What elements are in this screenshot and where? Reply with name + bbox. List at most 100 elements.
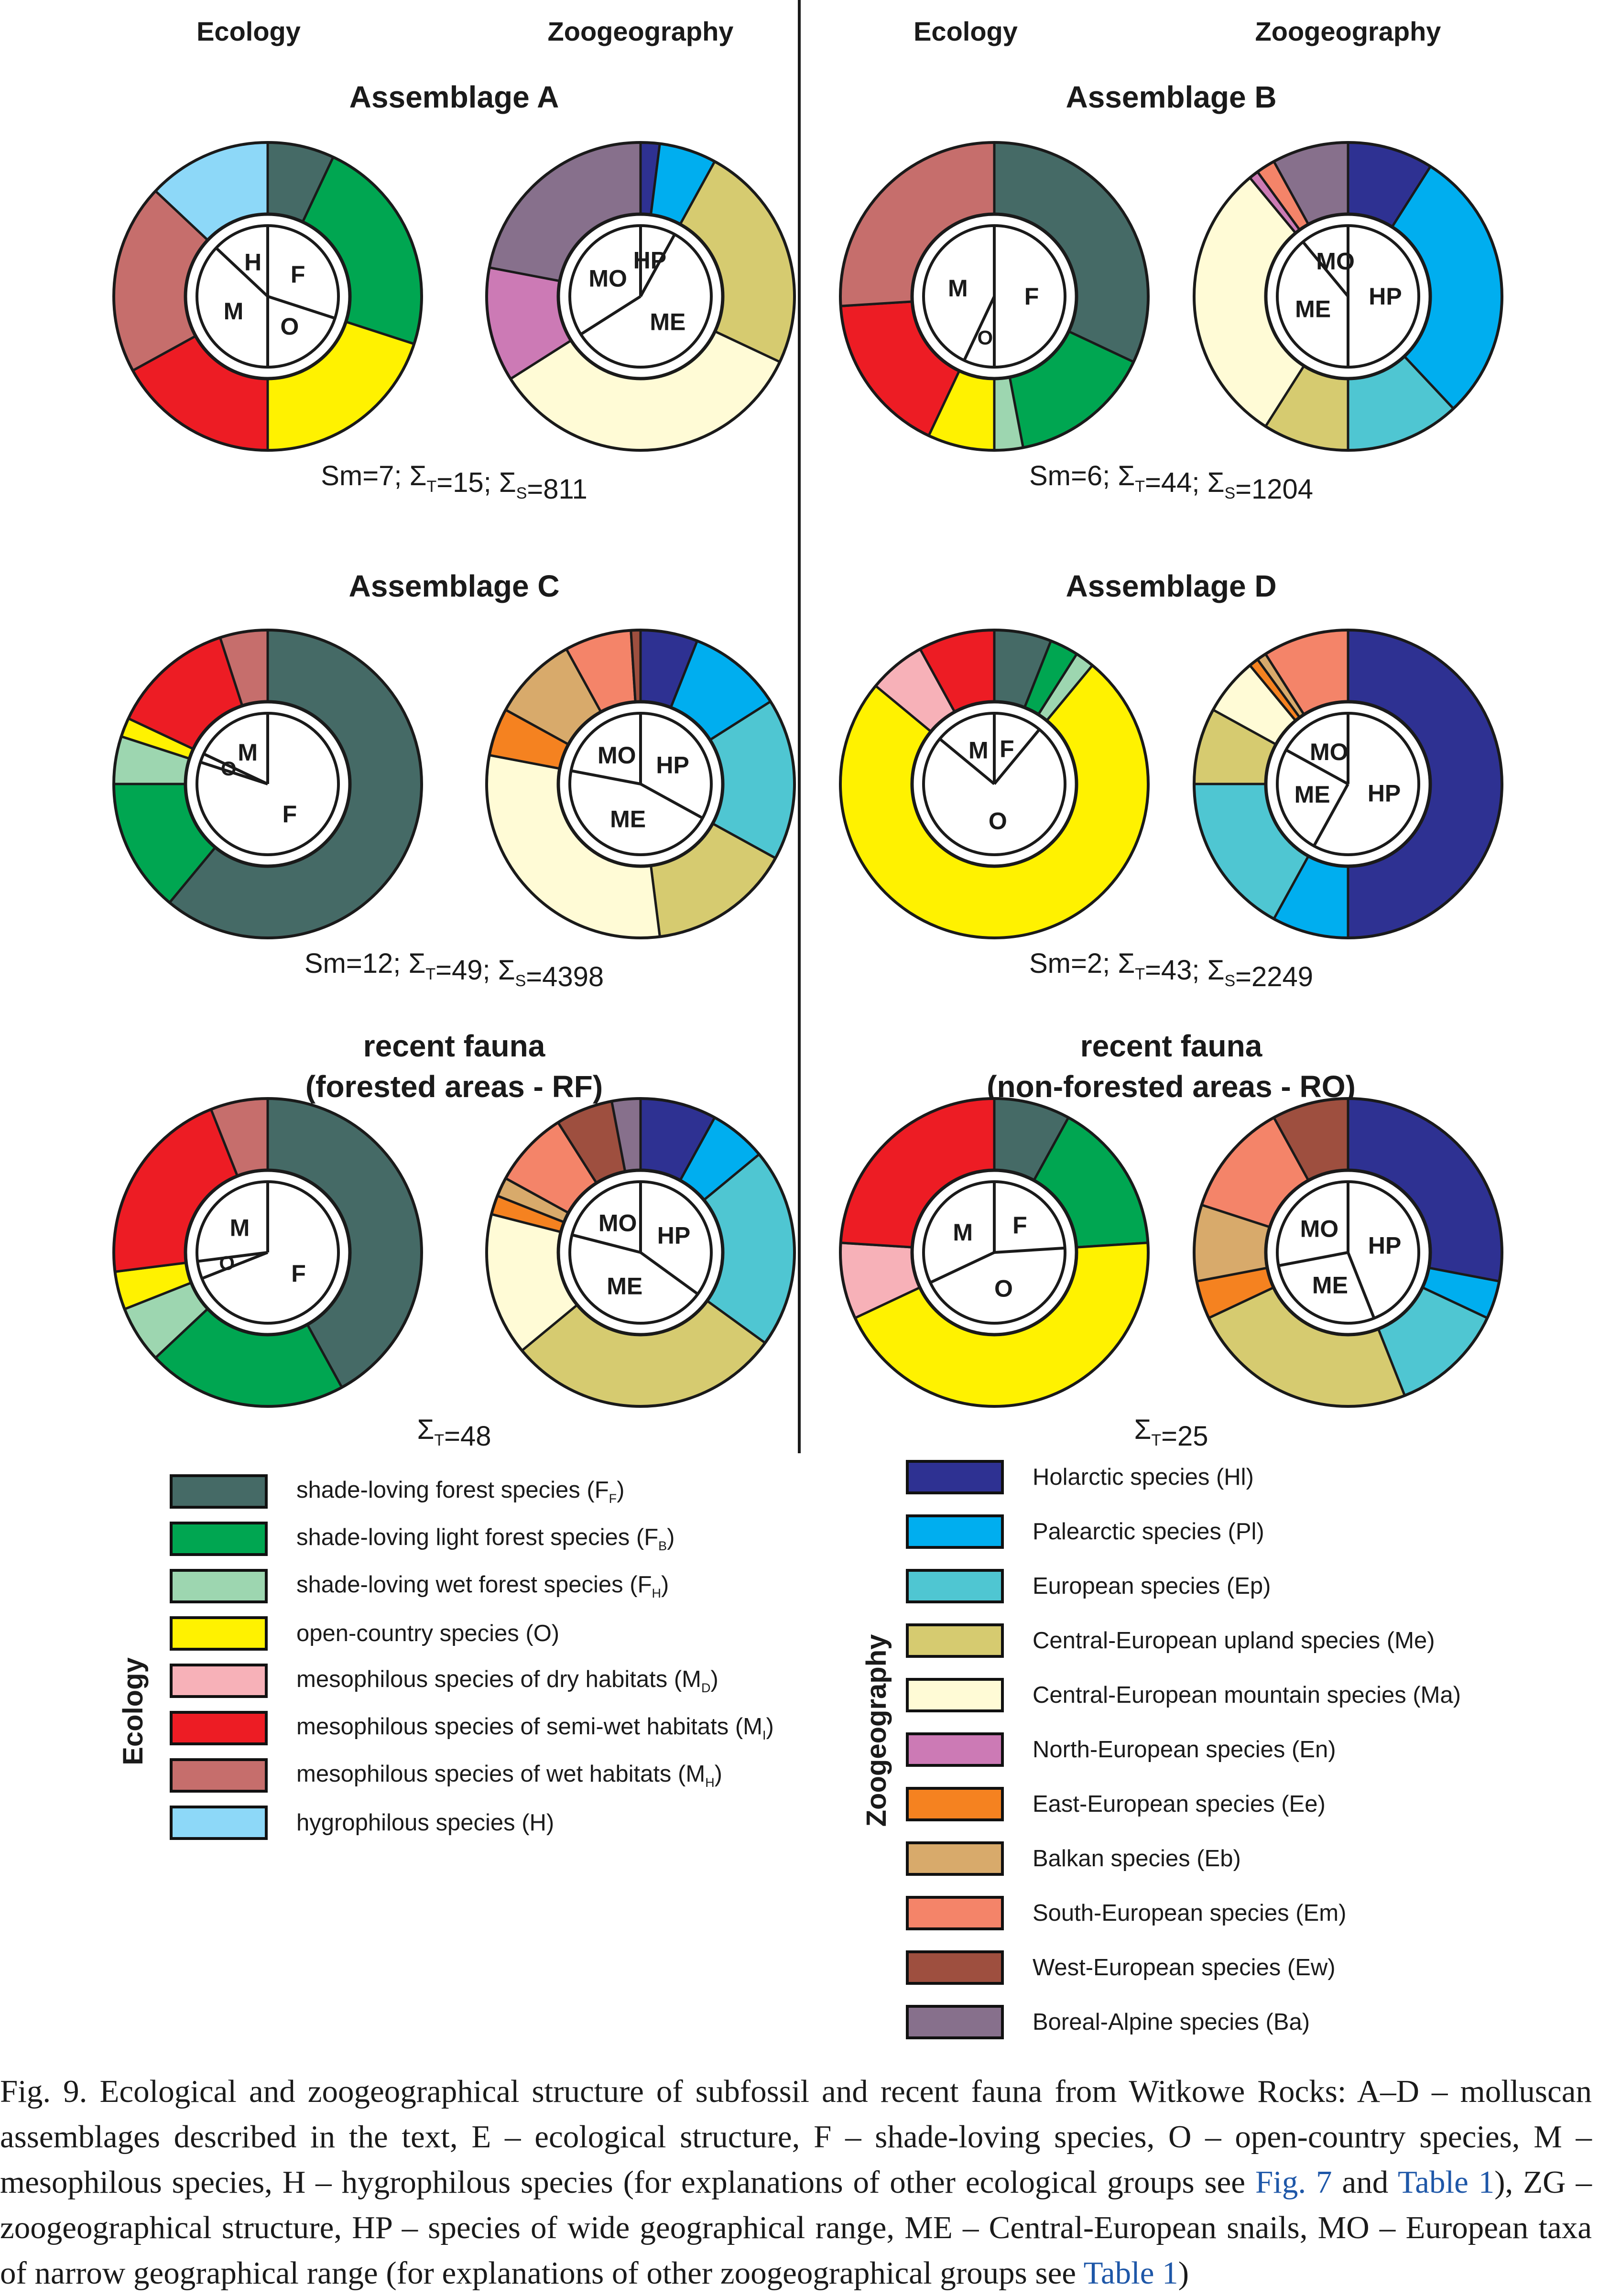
panel-1-ecology-inner-divider [215, 247, 269, 298]
legend-item-fb: shade-loving light forest species (FB) [170, 1520, 674, 1558]
column-header-ecology: Ecology [914, 16, 1018, 46]
panel-6-ecology-inner-divider [929, 1251, 995, 1284]
legend-item-eb: Balkan species (Eb) [906, 1839, 1241, 1878]
panel-1-stats: Sm=7; ΣT=15; ΣS=811 [321, 460, 587, 505]
legend-swatch-ff [170, 1474, 268, 1509]
legend-swatch-ew [906, 1950, 1004, 1985]
panel-5-zoogeography-donut [485, 1097, 796, 1408]
legend-item-ma: Central-European mountain species (Ma) [906, 1676, 1461, 1714]
panel-3-zoogeography-inner-label-me: ME [610, 805, 646, 832]
legend-item-h: hygrophilous species (H) [170, 1804, 554, 1842]
legend-label-en: North-European species (En) [1033, 1737, 1336, 1763]
panel-3-zoogeography-inner-divider [571, 769, 641, 785]
panel-3-stats: Sm=12; ΣT=49; ΣS=4398 [305, 948, 604, 992]
legend-swatch-h [170, 1806, 268, 1840]
caption-text-2: and [1332, 2165, 1398, 2200]
legend-item-ba: Boreal-Alpine species (Ba) [906, 2003, 1310, 2041]
panel-2-zoogeography-inner-label-mo: MO [1316, 248, 1355, 275]
panel-5-zoogeography-inner-label-hp: HP [657, 1222, 690, 1249]
panel-2-zoogeography-outer-ring [1193, 141, 1503, 452]
legend-swatch-md [170, 1664, 268, 1698]
panel-1-title: Assemblage A [349, 80, 559, 114]
panel-6-subtitle: (non-forested areas - RO) [987, 1069, 1356, 1104]
legend-item-ee: East-European species (Ee) [906, 1785, 1326, 1823]
panel-4-zoogeography-inner-divider [1313, 783, 1349, 847]
panel-5-zoogeography-inner-divider [571, 1233, 641, 1254]
legend-ecology-title: Ecology [118, 1657, 149, 1765]
legend-item-ep: European species (Ep) [906, 1567, 1271, 1605]
panel-4-ecology-inner-label-f: F [1000, 736, 1014, 762]
panel-5-ecology-inner-label-m: M [230, 1214, 250, 1241]
panel-6-ecology-inner-label-m: M [953, 1219, 973, 1246]
panel-2-title: Assemblage B [1066, 80, 1276, 114]
legend-label-ba: Boreal-Alpine species (Ba) [1033, 2009, 1310, 2035]
panel-3-ecology-donut [112, 629, 423, 939]
legend-label-pl: Palearctic species (Pl) [1033, 1519, 1264, 1545]
legend-item-hl: Holarctic species (Hl) [906, 1458, 1254, 1496]
legend-item-mh: mesophilous species of wet habitats (MH) [170, 1756, 722, 1795]
panel-4-stats: Sm=2; ΣT=43; ΣS=2249 [1029, 948, 1313, 992]
panel-6-zoogeography-inner-divider [1347, 1251, 1376, 1319]
legend-item-pl: Palearctic species (Pl) [906, 1513, 1264, 1551]
caption-ref-table1-second[interactable]: Table 1 [1083, 2255, 1178, 2291]
panel-4-zoogeography-donut [1193, 629, 1503, 939]
panel-5-title: recent fauna [363, 1029, 545, 1063]
legend-swatch-fb [170, 1522, 268, 1556]
panel-2-ecology-donut [839, 141, 1150, 452]
panel-3-zoogeography-inner-label-hp: HP [656, 751, 689, 778]
legend-label-ff: shade-loving forest species (FF) [296, 1477, 625, 1506]
legend-label-h: hygrophilous species (H) [296, 1810, 555, 1836]
panel-3-ecology-inner-label-m: M [238, 739, 258, 766]
panel-1-ecology-outer-ring [112, 141, 423, 452]
panel-2-ecology-inner-label-f: F [1024, 283, 1039, 310]
panel-4-ecology-inner-label-o: O [989, 808, 1007, 835]
panel-4-zoogeography-inner-divider [1285, 749, 1349, 785]
panel-6-zoogeography-outer-ring [1193, 1097, 1503, 1408]
panel-2-stats: Sm=6; ΣT=44; ΣS=1204 [1029, 460, 1313, 505]
panel-5-subtitle: (forested areas - RF) [305, 1069, 603, 1104]
legend-swatch-fh [170, 1569, 268, 1603]
legend-swatch-en [906, 1732, 1004, 1767]
panel-4-ecology-donut [839, 629, 1150, 939]
panel-5-zoogeography-inner-divider [640, 1251, 699, 1295]
legend-swatch-ba [906, 2005, 1004, 2039]
legend-label-hl: Holarctic species (Hl) [1033, 1464, 1254, 1490]
legend-swatch-eb [906, 1841, 1004, 1876]
panel-3-ecology-inner-label-o: O [221, 757, 237, 780]
legend-swatch-me [906, 1623, 1004, 1658]
caption-ref-table1[interactable]: Table 1 [1397, 2165, 1495, 2200]
legend-item-me: Central-European upland species (Me) [906, 1621, 1435, 1660]
legend-label-fh: shade-loving wet forest species (FH) [296, 1572, 669, 1600]
legend-item-em: South-European species (Em) [906, 1894, 1346, 1932]
column-header-zoogeography: Zoogeography [1255, 16, 1441, 46]
panel-1-ecology-inner-divider [267, 295, 336, 320]
panel-1-zoogeography-inner-label-me: ME [650, 308, 685, 335]
panel-3-zoogeography-inner-label-mo: MO [598, 742, 636, 769]
panel-3-ecology-inner-divider [203, 752, 269, 785]
legend-swatch-o [170, 1616, 268, 1651]
panel-5-ecology-inner-divider [201, 1251, 269, 1280]
legend-label-ew: West-European species (Ew) [1033, 1955, 1336, 1980]
panel-5-zoogeography-inner-label-mo: MO [598, 1209, 637, 1236]
panel-4-zoogeography-inner-label-me: ME [1294, 781, 1330, 808]
legend-swatch-ee [906, 1787, 1004, 1821]
panel-1-zoogeography-inner-divider [639, 233, 676, 297]
panel-3-zoogeography-outer-ring [485, 629, 796, 939]
panel-4-zoogeography-outer-ring [1193, 629, 1503, 939]
legend-label-fb: shade-loving light forest species (FB) [296, 1524, 675, 1553]
caption-ref-fig7[interactable]: Fig. 7 [1255, 2165, 1332, 2200]
panel-4-ecology-inner-label-m: M [968, 737, 989, 763]
panel-1-ecology-inner-label-h: H [244, 249, 261, 275]
legend: Ecology Zoogeography shade-loving forest… [0, 1453, 1599, 2060]
figure-canvas: Ecology Zoogeography Ecology Zoogeography As… [112, 0, 1503, 1453]
panel-2-zoogeography-inner-divider [1302, 241, 1349, 297]
panel-4-zoogeography-inner-label-hp: HP [1368, 780, 1401, 806]
legend-label-md: mesophilous species of dry habitats (MD) [296, 1666, 718, 1695]
caption-text-3: ), ZG – zoogeographical structure, HP – … [0, 2165, 1592, 2291]
legend-item-fh: shade-loving wet forest species (FH) [170, 1567, 669, 1605]
legend-label-ee: East-European species (Ee) [1033, 1791, 1326, 1817]
panel-5-zoogeography-outer-ring [485, 1097, 796, 1408]
panel-2-ecology-inner-label-o: O [977, 326, 993, 348]
legend-label-o: open-country species (O) [296, 1621, 560, 1646]
legend-label-ma: Central-European mountain species (Ma) [1033, 1682, 1461, 1708]
